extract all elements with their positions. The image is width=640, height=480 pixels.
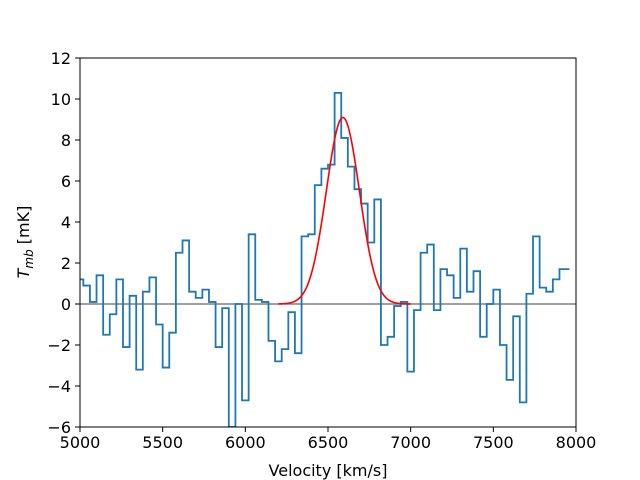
y-tick-label: 4	[61, 213, 71, 232]
y-axis-ticks: −6 −4 −2 0 2 4 6 8 10 12	[47, 49, 80, 437]
x-axis-label: Velocity [km/s]	[269, 461, 388, 480]
y-tick-label: 12	[51, 49, 71, 68]
y-axis-label-subscript: mb	[22, 249, 36, 269]
y-tick-label: 8	[61, 131, 71, 150]
x-tick-label: 7500	[473, 433, 514, 452]
x-tick-label: 7000	[390, 433, 431, 452]
plot-clip-group	[80, 91, 576, 427]
y-tick-label: 0	[61, 295, 71, 314]
spectrum-step-line	[80, 91, 570, 427]
x-tick-label: 6000	[225, 433, 266, 452]
gaussian-fit-line	[278, 116, 411, 305]
x-tick-label: 5500	[142, 433, 183, 452]
y-tick-label: −2	[47, 336, 71, 355]
x-tick-label: 5000	[60, 433, 101, 452]
y-tick-label: −6	[47, 418, 71, 437]
plot-area	[79, 57, 577, 428]
y-tick-label: 6	[61, 172, 71, 191]
y-axis-label: Tmb [mK]	[14, 206, 36, 279]
y-tick-label: 2	[61, 254, 71, 273]
x-tick-label: 8000	[556, 433, 597, 452]
y-tick-label: 10	[51, 90, 71, 109]
y-axis-label-symbol: T	[14, 267, 33, 278]
axes-frame	[79, 57, 577, 428]
x-axis-ticks: 5000 5500 6000 6500 7000 7500 8000	[60, 427, 597, 452]
y-tick-label: −4	[47, 377, 71, 396]
y-axis-label-unit: [mK]	[14, 206, 33, 250]
x-tick-label: 6500	[308, 433, 349, 452]
